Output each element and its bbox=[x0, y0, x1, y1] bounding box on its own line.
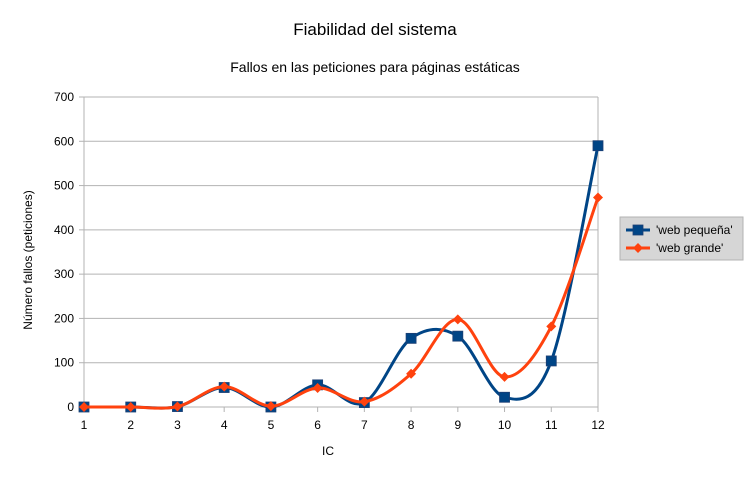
data-point bbox=[172, 401, 183, 412]
legend-box bbox=[619, 216, 744, 261]
data-point bbox=[125, 402, 136, 412]
chart-subtitle: Fallos en las peticiones para páginas es… bbox=[230, 59, 520, 75]
chart-title: Fiabilidad del sistema bbox=[293, 20, 457, 39]
legend-item: 'web pequeña' bbox=[626, 223, 733, 237]
x-tick-label: 1 bbox=[81, 418, 88, 432]
legend-swatch-marker bbox=[632, 224, 644, 236]
legend-label: 'web grande' bbox=[656, 241, 723, 255]
data-point bbox=[405, 332, 417, 344]
x-tick-label: 7 bbox=[361, 418, 368, 432]
data-point bbox=[452, 314, 463, 325]
y-tick-label: 100 bbox=[54, 356, 74, 370]
x-tick-label: 3 bbox=[174, 418, 181, 432]
data-point bbox=[359, 396, 370, 407]
y-tick-label: 600 bbox=[54, 134, 74, 148]
data-point bbox=[545, 355, 557, 367]
grid bbox=[83, 96, 599, 408]
data-point bbox=[499, 391, 510, 403]
x-tick-label: 10 bbox=[498, 418, 512, 432]
data-point bbox=[312, 382, 323, 393]
y-axis-label: Número fallos (peticiones) bbox=[21, 190, 35, 329]
y-tick-label: 200 bbox=[54, 311, 74, 325]
x-axis-label: IC bbox=[322, 444, 334, 458]
data-point bbox=[546, 321, 557, 332]
x-tick-label: 6 bbox=[314, 418, 321, 432]
series-layer bbox=[78, 140, 604, 413]
series-web-grande bbox=[79, 192, 603, 412]
data-point bbox=[265, 401, 276, 412]
y-tick-label: 300 bbox=[54, 267, 74, 281]
x-tick-label: 9 bbox=[454, 418, 461, 432]
y-tick-label: 500 bbox=[54, 179, 74, 193]
x-tick-label: 4 bbox=[221, 418, 228, 432]
x-tick-label: 12 bbox=[591, 418, 605, 432]
x-tick-label: 5 bbox=[268, 418, 275, 432]
data-point bbox=[592, 140, 604, 152]
data-point bbox=[499, 371, 510, 382]
legend-swatch-marker bbox=[633, 243, 643, 253]
legend: 'web pequeña' 'web grande' bbox=[619, 216, 744, 261]
data-point bbox=[406, 368, 417, 379]
y-tick-label: 0 bbox=[67, 400, 74, 414]
legend-label: 'web pequeña' bbox=[656, 223, 733, 237]
data-point bbox=[219, 381, 230, 392]
x-tick-label: 8 bbox=[408, 418, 415, 432]
legend-item: 'web grande' bbox=[626, 241, 723, 255]
x-tick-label: 11 bbox=[545, 418, 558, 432]
data-point bbox=[593, 192, 603, 203]
series-web-pequena bbox=[78, 140, 604, 413]
y-tick-label: 400 bbox=[54, 223, 74, 237]
data-point bbox=[452, 330, 464, 342]
y-tick-label: 700 bbox=[54, 90, 74, 104]
series-line bbox=[83, 197, 600, 410]
x-tick-label: 2 bbox=[127, 418, 134, 432]
data-point bbox=[79, 402, 89, 412]
